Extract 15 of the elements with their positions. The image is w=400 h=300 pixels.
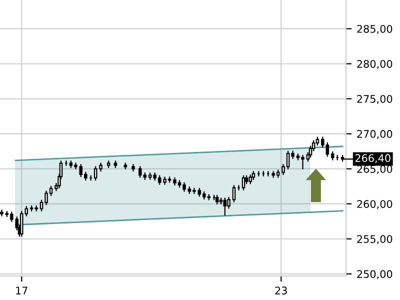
y-tick-label: 255,00 <box>357 235 392 244</box>
x-tick-label: 17 <box>16 286 28 294</box>
x-tick-label: 23 <box>275 286 287 294</box>
candlestick <box>223 198 227 216</box>
candlestick <box>94 166 98 181</box>
candlestick <box>232 185 236 202</box>
candlestick <box>242 175 246 190</box>
y-tick-label: 250,00 <box>357 270 392 280</box>
y-tick-label: 275,00 <box>357 95 392 104</box>
candlestick <box>0 210 4 216</box>
y-tick-label: 280,00 <box>357 60 392 69</box>
annotation: 266,40 <box>355 154 390 164</box>
y-tick-label: 270,00 <box>357 130 392 139</box>
y-tick-label: 260,00 <box>357 200 392 210</box>
y-tick-label: 285,00 <box>357 24 392 34</box>
